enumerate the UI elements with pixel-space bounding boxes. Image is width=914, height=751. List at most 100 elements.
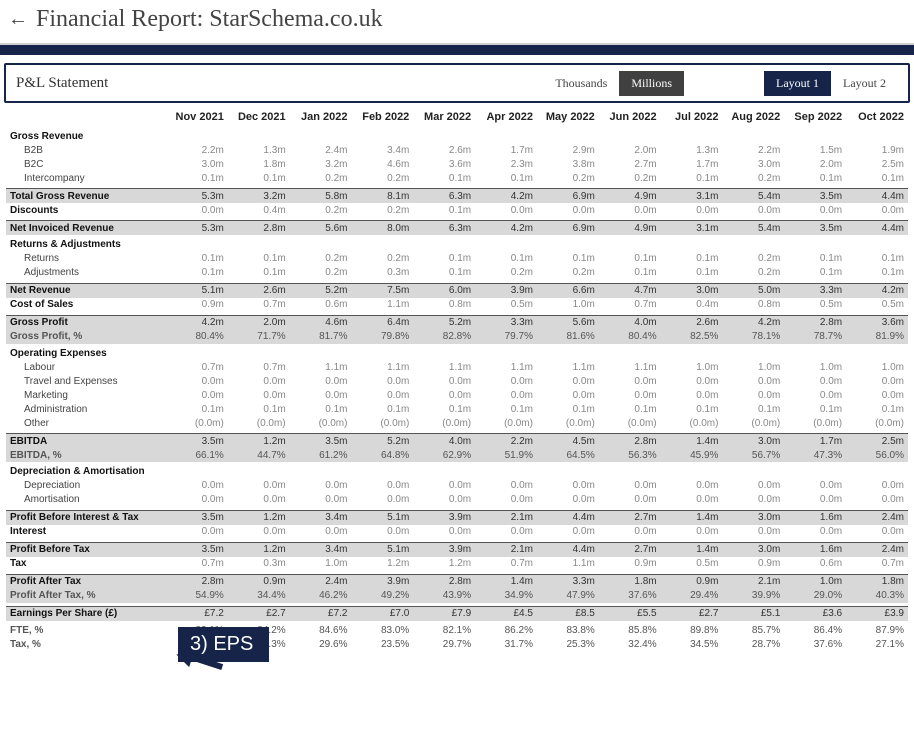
row-label: Profit After Tax, %: [6, 589, 166, 603]
cell: 0.2m: [351, 171, 413, 185]
cell: 3.0m: [661, 283, 723, 298]
cell: 0.7m: [228, 298, 290, 312]
cell: (0.0m): [599, 416, 661, 430]
cell: 84.2%: [228, 624, 290, 638]
cell: 1.4m: [661, 542, 723, 557]
cell: 2.8m: [784, 315, 846, 330]
cell: 66.1%: [166, 448, 228, 462]
cell: 3.5m: [290, 434, 352, 449]
cell: 81.6%: [537, 330, 599, 344]
cell: [166, 462, 228, 479]
cell: 0.0m: [784, 203, 846, 217]
cell: 29.6%: [290, 638, 352, 652]
row-label: FTE, %: [6, 624, 166, 638]
cell: 0.1m: [413, 252, 475, 266]
cell: 0.1m: [661, 252, 723, 266]
cell: 0.0m: [722, 203, 784, 217]
cell: 0.0m: [846, 388, 908, 402]
cell: 1.0m: [290, 557, 352, 571]
back-arrow-icon[interactable]: ←: [8, 8, 28, 31]
table-row: Profit Before Interest & Tax3.5m1.2m3.4m…: [6, 510, 908, 525]
cell: £5.1: [722, 606, 784, 621]
cell: 2.2m: [166, 143, 228, 157]
table-row: Depreciation0.0m0.0m0.0m0.0m0.0m0.0m0.0m…: [6, 479, 908, 493]
cell: 1.3m: [228, 143, 290, 157]
cell: [599, 344, 661, 361]
cell: (0.0m): [722, 416, 784, 430]
table-row: Returns0.1m0.1m0.2m0.2m0.1m0.1m0.1m0.1m0…: [6, 252, 908, 266]
cell: 5.6m: [290, 221, 352, 236]
cell: 49.2%: [351, 589, 413, 603]
units-thousands-button[interactable]: Thousands: [543, 71, 619, 96]
cell: 83.0%: [351, 624, 413, 638]
column-header: Feb 2022: [351, 109, 413, 127]
cell: 0.0m: [290, 493, 352, 507]
cell: 34.5%: [661, 638, 723, 652]
layout-1-button[interactable]: Layout 1: [764, 71, 831, 96]
cell: 1.8m: [228, 157, 290, 171]
cell: 0.0m: [413, 388, 475, 402]
cell: 6.4m: [351, 315, 413, 330]
row-label: Interest: [6, 525, 166, 539]
cell: 25.3%: [537, 638, 599, 652]
cell: [166, 127, 228, 144]
table-row: Profit After Tax, %54.9%34.4%46.2%49.2%4…: [6, 589, 908, 603]
cell: 2.9m: [537, 143, 599, 157]
cell: 8.1m: [351, 189, 413, 204]
cell: [351, 462, 413, 479]
cell: (0.0m): [784, 416, 846, 430]
cell: 6.3m: [413, 189, 475, 204]
cell: [784, 127, 846, 144]
cell: 4.4m: [846, 221, 908, 236]
cell: [351, 344, 413, 361]
cell: 31.7%: [475, 638, 537, 652]
cell: 1.5m: [784, 143, 846, 157]
cell: 5.3m: [166, 221, 228, 236]
cell: £4.5: [475, 606, 537, 621]
cell: 0.1m: [413, 402, 475, 416]
row-label: Total Gross Revenue: [6, 189, 166, 204]
cell: 5.2m: [413, 315, 475, 330]
cell: 0.0m: [351, 374, 413, 388]
cell: 0.0m: [722, 374, 784, 388]
row-label: Gross Profit: [6, 315, 166, 330]
cell: 3.9m: [413, 510, 475, 525]
cell: 1.2m: [228, 510, 290, 525]
cell: [784, 462, 846, 479]
table-row: Administration0.1m0.1m0.1m0.1m0.1m0.1m0.…: [6, 402, 908, 416]
cell: 5.0m: [722, 283, 784, 298]
cell: [846, 344, 908, 361]
row-label: Tax: [6, 557, 166, 571]
cell: 3.4m: [290, 510, 352, 525]
cell: 6.9m: [537, 189, 599, 204]
cell: 0.2m: [290, 171, 352, 185]
cell: £3.6: [784, 606, 846, 621]
cell: [166, 235, 228, 252]
cell: 2.1m: [475, 542, 537, 557]
cell: (0.0m): [537, 416, 599, 430]
cell: 85.7%: [722, 624, 784, 638]
cell: 0.0m: [784, 493, 846, 507]
cell: 0.1m: [413, 203, 475, 217]
cell: 54.9%: [166, 589, 228, 603]
cell: [599, 462, 661, 479]
cell: (0.0m): [846, 416, 908, 430]
cell: 0.0m: [661, 388, 723, 402]
layout-2-button[interactable]: Layout 2: [831, 71, 898, 96]
units-millions-button[interactable]: Millions: [619, 71, 684, 96]
cell: 0.2m: [722, 171, 784, 185]
cell: 3.5m: [784, 189, 846, 204]
cell: (0.0m): [166, 416, 228, 430]
cell: 2.0m: [599, 143, 661, 157]
table-row: Returns & Adjustments: [6, 235, 908, 252]
cell: 0.7m: [166, 557, 228, 571]
row-label: Tax, %: [6, 638, 166, 652]
header-divider: [0, 45, 914, 55]
table-row: Intercompany0.1m0.1m0.2m0.2m0.1m0.1m0.2m…: [6, 171, 908, 185]
cell: 0.1m: [661, 266, 723, 280]
cell: 2.4m: [290, 574, 352, 589]
cell: 0.0m: [661, 525, 723, 539]
row-label: Profit After Tax: [6, 574, 166, 589]
cell: 37.6%: [599, 589, 661, 603]
cell: 0.0m: [166, 203, 228, 217]
